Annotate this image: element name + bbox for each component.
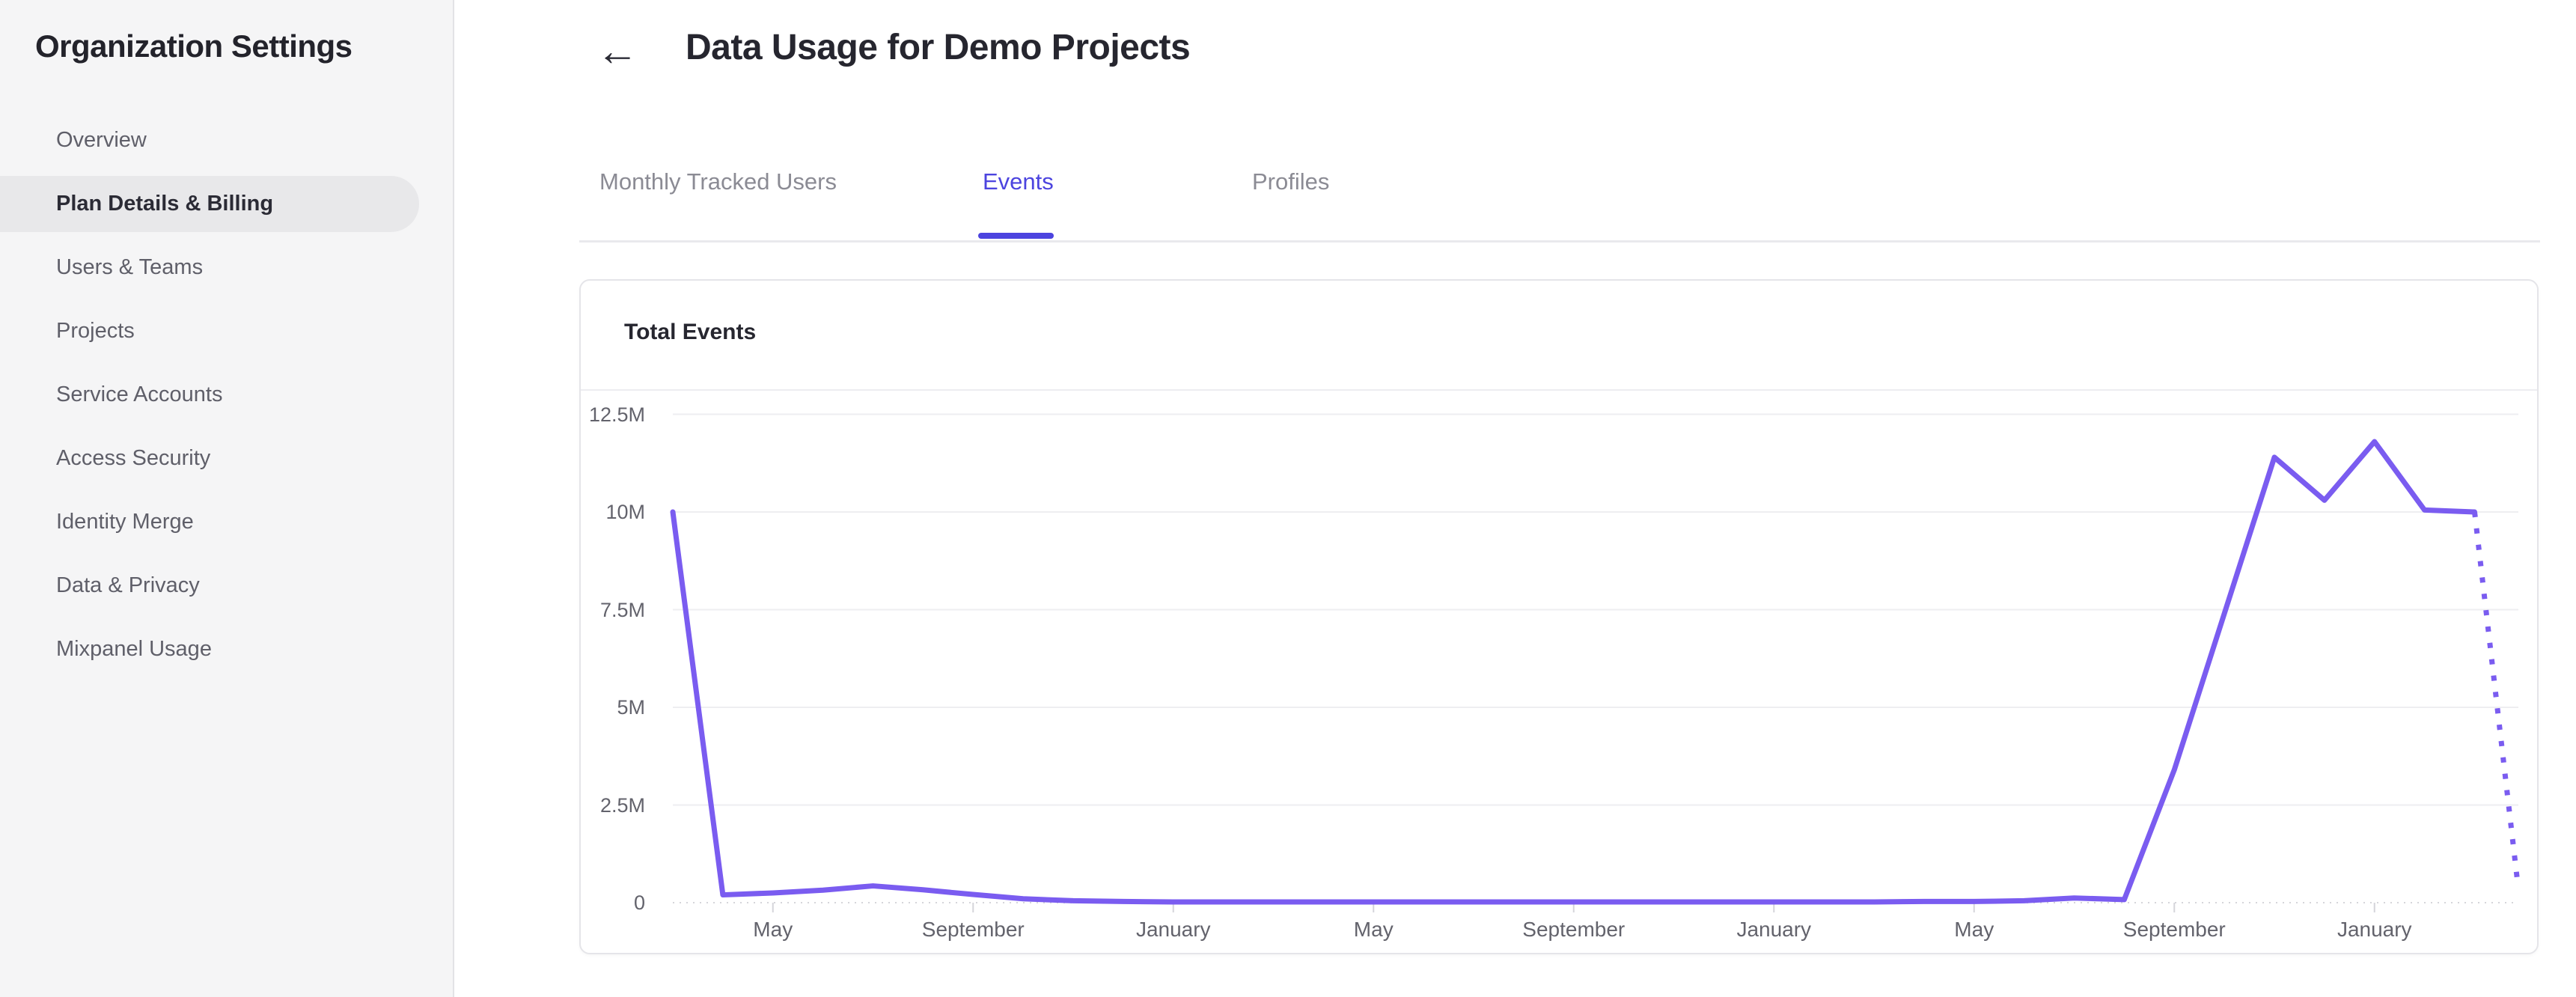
y-axis-label-5M: 5M <box>617 696 645 719</box>
back-button[interactable]: ← <box>591 22 644 78</box>
sidebar-item-mixpanel-usage[interactable]: Mixpanel Usage <box>56 637 212 661</box>
y-axis-label-7.5M: 7.5M <box>599 598 645 621</box>
y-axis-label-10M: 10M <box>605 501 645 523</box>
y-axis-label-0: 0 <box>633 891 645 914</box>
y-axis-label-2.5M: 2.5M <box>599 793 645 817</box>
sidebar-item-identity-merge[interactable]: Identity Merge <box>56 510 194 534</box>
total-events-line-chart <box>670 413 2521 912</box>
sidebar-title: Organization Settings <box>35 28 352 64</box>
total-events-card: Total Events 12.5M 10M 7.5M 5M 2.5M 0 May Septe… <box>579 279 2539 954</box>
sidebar-item-users-teams[interactable]: Users & Teams <box>56 255 204 279</box>
tab-monthly-tracked-users[interactable]: Monthly Tracked Users <box>599 168 837 195</box>
sidebar-item-data-privacy[interactable]: Data & Privacy <box>56 573 200 597</box>
sidebar-item-overview[interactable]: Overview <box>56 128 147 152</box>
chart-title: Total Events <box>624 320 757 344</box>
y-axis-label-12.5M: 12.5M <box>588 403 645 426</box>
events-series-line <box>670 439 2477 905</box>
back-arrow-icon: ← <box>596 26 638 74</box>
tab-bar-divider <box>579 240 2540 243</box>
events-projection-dotted-line <box>2472 511 2521 888</box>
active-tab-underline <box>978 233 1054 239</box>
sidebar-item-service-accounts[interactable]: Service Accounts <box>56 382 223 406</box>
sidebar-item-plan-details-billing[interactable]: Plan Details & Billing <box>0 176 419 232</box>
tab-profiles[interactable]: Profiles <box>1252 168 1330 195</box>
sidebar-item-projects[interactable]: Projects <box>56 319 135 343</box>
card-header-divider <box>581 389 2537 391</box>
sidebar-nav: Overview Plan Details & Billing Users & Te… <box>0 112 454 685</box>
sidebar-item-access-security[interactable]: Access Security <box>56 446 211 470</box>
page-title: Data Usage for Demo Projects <box>686 28 1191 67</box>
organization-settings-sidebar: Organization Settings Overview Plan Detai… <box>0 0 454 997</box>
tab-events[interactable]: Events <box>983 168 1054 195</box>
